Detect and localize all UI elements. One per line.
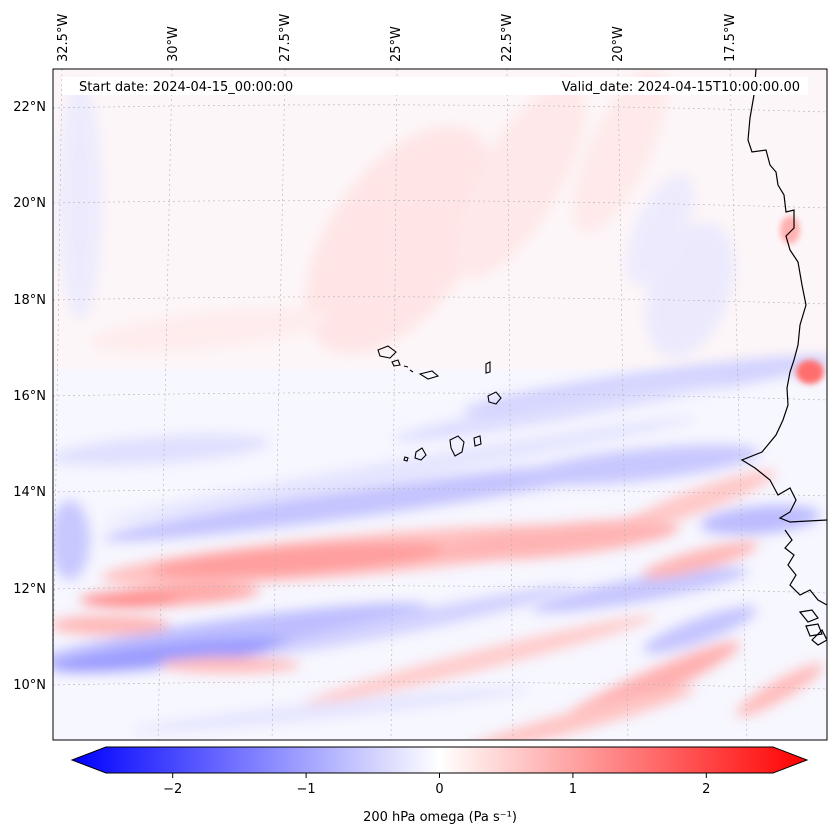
colorbar-tick-label: 1	[569, 782, 577, 797]
lat-label: 14°N	[13, 485, 46, 500]
lat-label: 20°N	[13, 196, 46, 211]
lon-label: 22.5°W	[500, 14, 515, 62]
colorbar: −2 −1 0 1 2 200 hPa omega (Pa s⁻¹)	[70, 746, 809, 825]
lat-label: 10°N	[13, 678, 46, 693]
latitude-labels: 22°N 20°N 18°N 16°N 14°N 12°N 10°N	[13, 100, 46, 693]
colorbar-tick-label: 2	[702, 782, 710, 797]
graticule	[53, 69, 827, 740]
lon-label: 25°W	[389, 26, 404, 62]
valid-date-label: Valid_date: 2024-04-15T10:00:00.00	[562, 80, 800, 95]
lon-label: 20°W	[611, 26, 626, 62]
lon-label: 17.5°W	[723, 14, 738, 62]
lon-label: 30°W	[166, 26, 181, 62]
colorbar-tick-label: −1	[297, 782, 316, 797]
longitude-labels: 32.5°W 30°W 27.5°W 25°W 22.5°W 20°W 17.5…	[56, 14, 738, 62]
colorbar-ticks: −2 −1 0 1 2	[163, 773, 710, 797]
lat-label: 12°N	[13, 582, 46, 597]
map-frame	[52, 68, 828, 741]
colorbar-label: 200 hPa omega (Pa s⁻¹)	[363, 810, 517, 825]
lat-label: 22°N	[13, 100, 46, 115]
header-box	[62, 77, 808, 95]
omega-field	[53, 69, 827, 740]
colorbar-tick-label: 0	[435, 782, 443, 797]
lon-label: 32.5°W	[56, 14, 71, 62]
lat-label: 16°N	[13, 389, 46, 404]
lon-label: 27.5°W	[278, 14, 293, 62]
colorbar-tick-label: −2	[163, 782, 182, 797]
coastline	[740, 69, 827, 646]
lat-label: 18°N	[13, 293, 46, 308]
start-date-label: Start date: 2024-04-15_00:00:00	[79, 80, 293, 95]
cape-verde-islands	[377, 345, 502, 462]
colorbar-bar	[70, 746, 809, 774]
